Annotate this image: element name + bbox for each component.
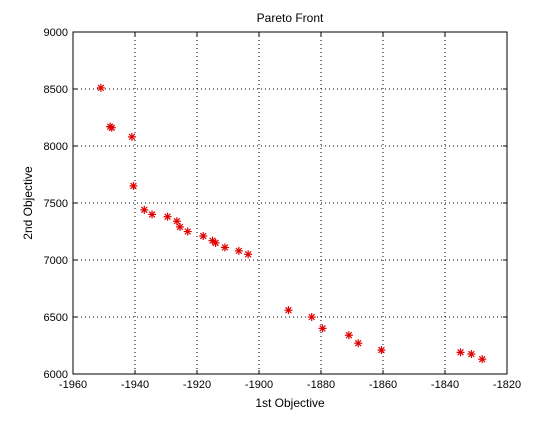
x-tick-label: -1820 [493,379,521,391]
data-point-marker [163,212,172,221]
data-point-marker [199,232,208,241]
data-markers [96,83,487,364]
data-point-marker [244,250,253,259]
data-point-marker [377,346,386,355]
y-tick-label: 6500 [44,312,68,324]
data-point-marker [183,227,192,236]
data-point-marker [172,217,181,226]
y-tick-label: 7500 [44,198,68,210]
y-axis-label: 2nd Objective [21,166,35,240]
x-axis-label: 1st Objective [255,396,325,410]
data-point-marker [129,181,138,190]
y-tick-label: 6000 [44,369,68,381]
data-point-marker [456,348,465,357]
plot-area-frame [72,31,508,375]
x-tick-label: -1860 [369,379,397,391]
data-point-marker [220,243,229,252]
data-point-marker [234,246,243,255]
x-tick-label: -1880 [307,379,335,391]
x-tick-label: -1920 [183,379,211,391]
axis-ticks: -1960 -1940 -1920 -1900 -1880 -1860 -1840 -1820… [44,27,522,391]
data-point-marker [478,355,487,364]
y-tick-label: 8000 [44,141,68,153]
data-point-marker [318,324,327,333]
data-point-marker [175,222,184,231]
y-tick-label: 8500 [44,84,68,96]
x-tick-label: -1840 [431,379,459,391]
data-point-marker [307,313,316,321]
x-tick-label: -1900 [245,379,273,391]
grid [73,32,507,374]
data-point-marker [140,205,149,214]
data-point-marker [127,132,136,141]
y-tick-label: 9000 [44,27,68,39]
data-point-marker [96,83,105,92]
y-tick-label: 7000 [44,255,68,267]
data-point-marker [107,123,116,132]
x-tick-label: -1940 [121,379,149,391]
x-tick-label: -1960 [59,379,87,391]
data-point-marker [284,306,293,315]
data-point-marker [211,238,220,247]
chart-title: Pareto Front [257,11,324,25]
data-point-marker [354,339,363,348]
data-point-marker [467,350,476,359]
data-point-marker [344,331,353,340]
data-point-marker [148,210,157,219]
